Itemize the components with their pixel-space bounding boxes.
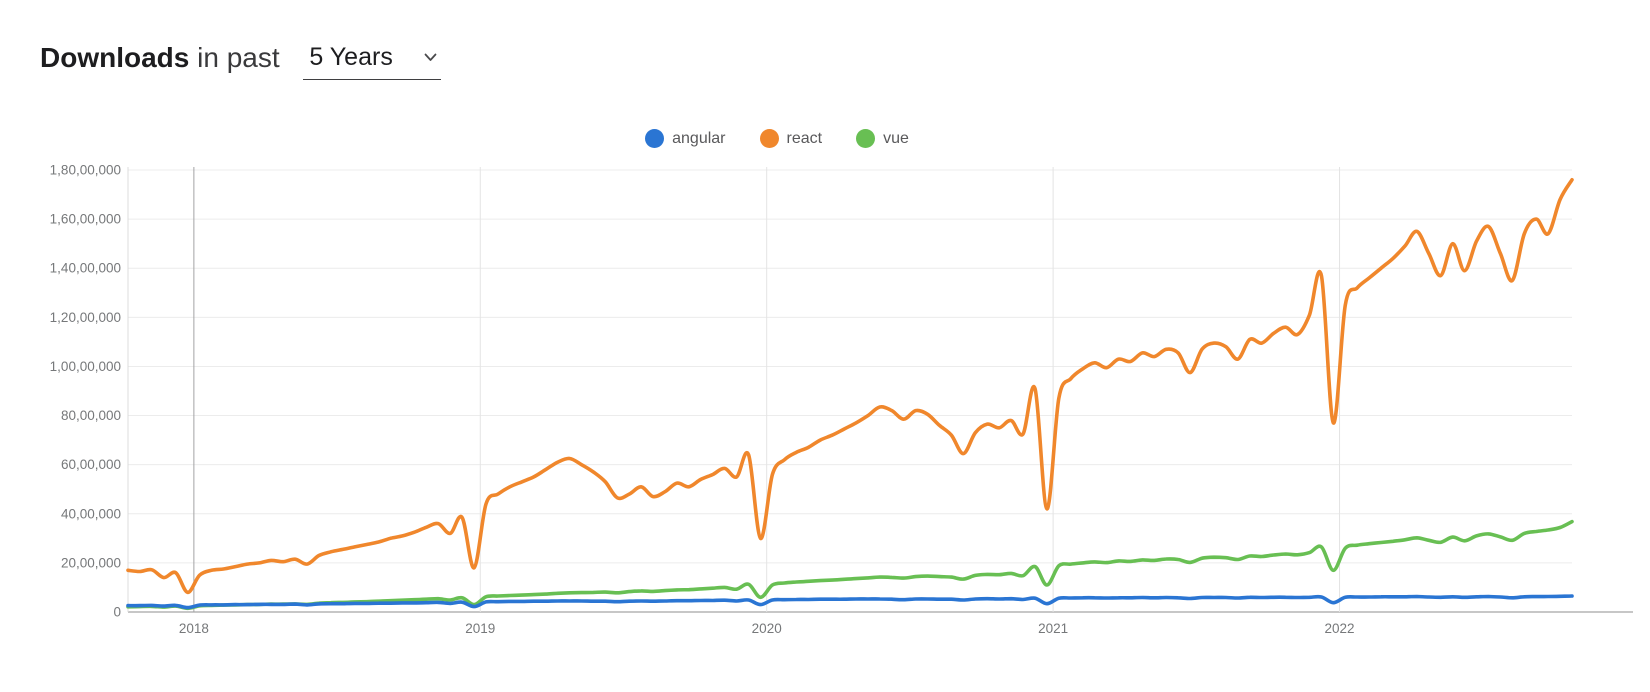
- vue-series-swatch: [856, 129, 876, 148]
- title-downloads: Downloads: [40, 42, 190, 73]
- legend-item-angular[interactable]: angular: [645, 129, 726, 148]
- x-tick-label: 2019: [465, 621, 495, 636]
- legend-label-react: react: [786, 129, 823, 147]
- y-tick-label: 20,00,000: [61, 555, 121, 570]
- y-tick-label: 1,60,00,000: [50, 212, 121, 227]
- react-series-line[interactable]: [126, 178, 1574, 595]
- legend-label-angular: angular: [672, 129, 726, 147]
- y-tick-label: 80,00,000: [61, 408, 121, 423]
- y-tick-label: 1,80,00,000: [50, 163, 121, 178]
- chevron-down-icon: [425, 53, 437, 61]
- x-tick-label: 2018: [179, 621, 209, 636]
- legend-item-vue[interactable]: vue: [856, 129, 909, 148]
- page-title: Downloads in past 5 Years: [40, 42, 442, 82]
- x-tick-label: 2021: [1038, 621, 1068, 636]
- legend-label-vue: vue: [883, 129, 909, 147]
- legend: angular react vue: [0, 129, 1602, 148]
- y-tick-label: 40,00,000: [61, 506, 121, 521]
- y-tick-label: 1,40,00,000: [50, 261, 121, 276]
- range-select[interactable]: 5 Years: [303, 43, 442, 80]
- y-tick-label: 1,20,00,000: [50, 310, 121, 325]
- x-tick-label: 2022: [1324, 621, 1354, 636]
- range-select-value: 5 Years: [309, 43, 393, 71]
- title-in-past: in past: [189, 42, 288, 73]
- angular-series-line[interactable]: [126, 594, 1574, 610]
- legend-item-react[interactable]: react: [759, 129, 823, 148]
- x-tick-label: 2020: [752, 621, 782, 636]
- y-tick-label: 0: [113, 605, 121, 620]
- react-series-swatch: [759, 129, 779, 148]
- angular-series-swatch: [645, 129, 665, 148]
- y-tick-label: 60,00,000: [61, 457, 121, 472]
- y-tick-label: 1,00,00,000: [50, 359, 121, 374]
